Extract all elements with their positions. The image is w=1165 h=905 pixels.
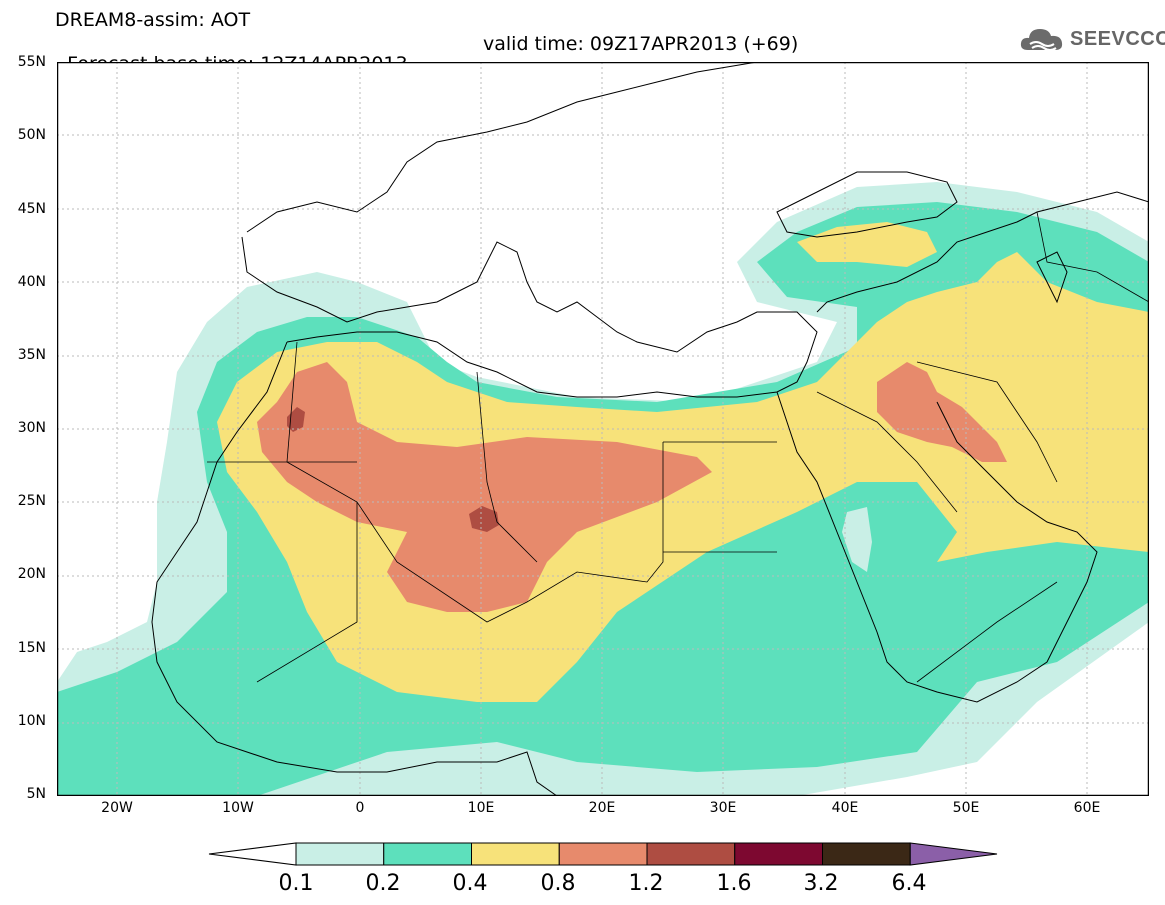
colorbar-label: 6.4 (891, 871, 927, 896)
colorbar-label: 1.2 (628, 871, 664, 896)
aot-hole-0-1 (842, 507, 872, 572)
cloud-icon (1020, 29, 1063, 51)
colorbar-swatch (558, 842, 648, 866)
map-panel (57, 62, 1149, 796)
coastlines (151, 62, 1149, 796)
aot-contour-1-2-a (287, 407, 305, 432)
lon-label-30e: 30E (709, 800, 737, 816)
aot-contour-0-8 (257, 362, 1007, 612)
colorbar-swatch (822, 842, 911, 866)
colorbar-swatch (383, 842, 472, 866)
lat-label-40n: 40N (17, 274, 46, 290)
colorbar-extend-high (909, 842, 998, 866)
colorbar-swatch (295, 842, 385, 866)
colorbar-label: 0.1 (278, 871, 314, 896)
lat-label-10n: 10N (17, 713, 46, 729)
country-borders (207, 211, 1149, 683)
graticule (57, 62, 1149, 796)
aot-contour-1-2-b (469, 506, 499, 532)
lat-label-5n: 5N (26, 786, 46, 802)
colorbar-label: 1.6 (716, 871, 752, 896)
lat-label-20n: 20N (17, 566, 46, 582)
aot-map (57, 62, 1149, 796)
seevccc-logo: SEEVCCC (1018, 22, 1165, 56)
lon-label-20w: 20W (101, 800, 133, 816)
colorbar-swatch (646, 842, 736, 866)
lon-label-0: 0 (355, 800, 365, 816)
colorbar-label: 0.2 (365, 871, 401, 896)
lon-label-60e: 60E (1073, 800, 1101, 816)
lat-label-35n: 35N (17, 347, 46, 363)
lat-label-25n: 25N (17, 493, 46, 509)
lon-label-40e: 40E (831, 800, 859, 816)
colorbar-label: 3.2 (803, 871, 839, 896)
lat-label-30n: 30N (17, 420, 46, 436)
lon-label-10w: 10W (222, 800, 254, 816)
colorbar (208, 842, 998, 866)
lat-label-50n: 50N (17, 127, 46, 143)
map-title: DREAM8-assim: AOT (55, 9, 251, 31)
lat-label-15n: 15N (17, 640, 46, 656)
colorbar-extend-low (208, 842, 297, 866)
lon-label-20e: 20E (588, 800, 616, 816)
lat-label-55n: 55N (17, 54, 46, 70)
colorbar-swatch (471, 842, 560, 866)
lon-label-10e: 10E (467, 800, 495, 816)
colorbar-label: 0.4 (452, 871, 488, 896)
colorbar-label: 0.8 (540, 871, 576, 896)
lat-label-45n: 45N (17, 201, 46, 217)
lon-label-50e: 50E (952, 800, 980, 816)
valid-time-label: valid time: 09Z17APR2013 (+69) (483, 33, 799, 55)
colorbar-swatch (734, 842, 823, 866)
